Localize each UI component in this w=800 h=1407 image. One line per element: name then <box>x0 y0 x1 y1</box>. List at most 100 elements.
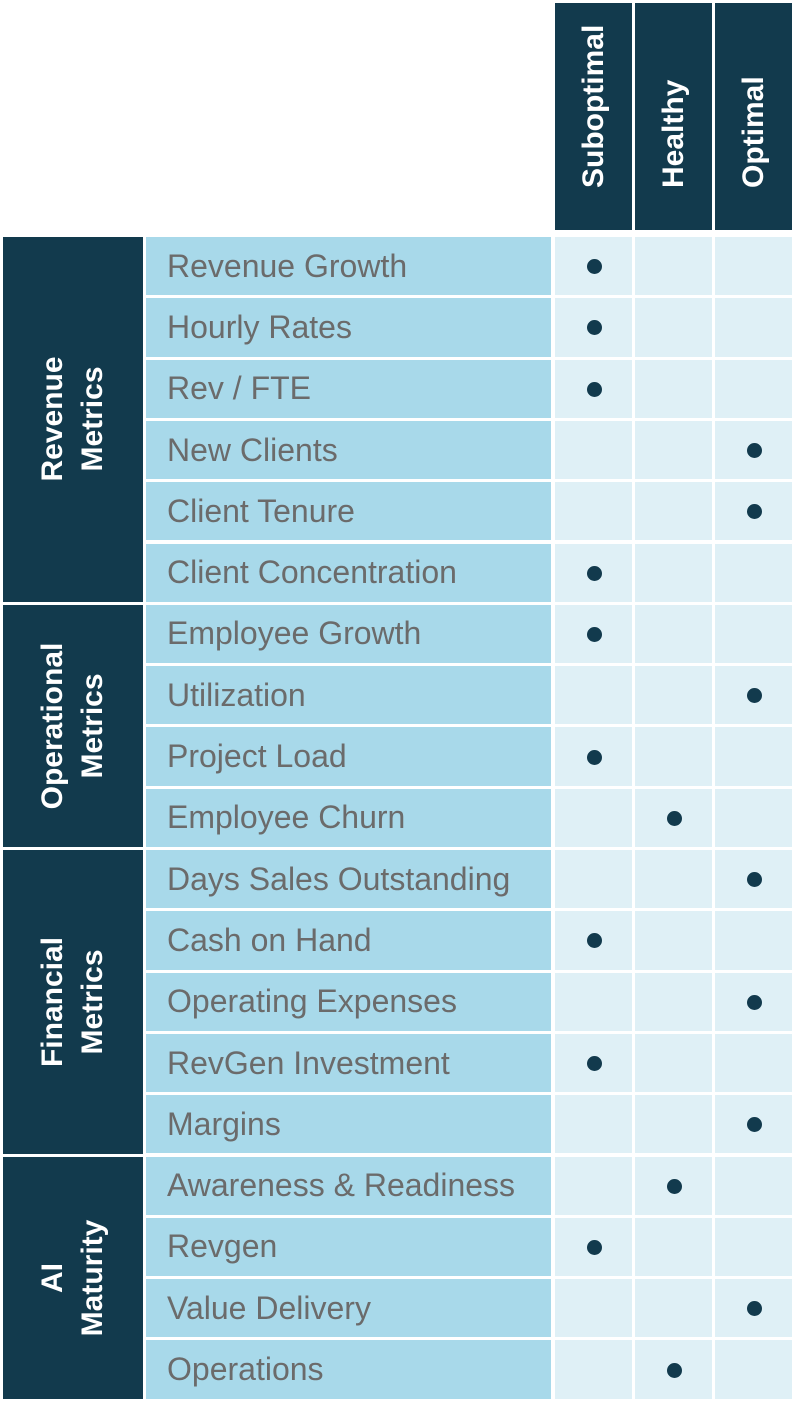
rating-cell-optimal <box>715 1279 792 1338</box>
rating-cell-suboptimal <box>555 298 632 357</box>
column-header-optimal: Optimal <box>715 3 792 230</box>
group-label-cell: Revenue Metrics <box>3 237 143 602</box>
rating-cell-healthy <box>635 543 712 602</box>
metric-name: Operations <box>146 1340 551 1399</box>
rating-cell-suboptimal <box>555 1156 632 1215</box>
rating-dot <box>666 810 682 826</box>
rating-cell-suboptimal <box>555 1340 632 1399</box>
group-label: Financial Metrics <box>36 936 109 1067</box>
metric-name: Days Sales Outstanding <box>146 850 551 909</box>
rating-cell-suboptimal <box>555 543 632 602</box>
rating-cell-healthy <box>635 1033 712 1093</box>
metric-name: Utilization <box>146 666 551 725</box>
rating-dot <box>586 1056 602 1072</box>
group-label-cell: Financial Metrics <box>3 850 143 1154</box>
rating-cell-healthy <box>635 298 712 357</box>
rating-cell-optimal <box>715 237 792 296</box>
rating-cell-optimal <box>715 850 792 909</box>
rating-cell-optimal <box>715 727 792 786</box>
rating-cell-healthy <box>635 666 712 725</box>
metric-name: Revenue Growth <box>146 237 551 296</box>
rating-dot <box>746 1301 762 1317</box>
rating-cell-healthy <box>635 1340 712 1399</box>
rating-cell-optimal <box>715 972 792 1031</box>
rating-dot <box>586 1239 602 1255</box>
rating-cell-healthy <box>635 604 712 664</box>
rating-cell-suboptimal <box>555 850 632 909</box>
rating-dot <box>586 259 602 275</box>
column-header-label: Suboptimal <box>576 24 610 188</box>
rating-cell-suboptimal <box>555 482 632 541</box>
rating-cell-healthy <box>635 1279 712 1338</box>
metric-name: Client Tenure <box>146 482 551 541</box>
rating-cell-optimal <box>715 298 792 357</box>
group-label: Revenue Metrics <box>36 356 109 482</box>
rating-dot <box>586 626 602 642</box>
rating-cell-healthy <box>635 1156 712 1215</box>
metric-name: Employee Growth <box>146 604 551 664</box>
metric-name: Project Load <box>146 727 551 786</box>
rating-cell-healthy <box>635 420 712 480</box>
rating-cell-suboptimal <box>555 237 632 296</box>
rating-dot <box>586 933 602 949</box>
rating-cell-healthy <box>635 972 712 1031</box>
column-header-healthy: Healthy <box>635 3 712 230</box>
rating-cell-healthy <box>635 850 712 909</box>
rating-dot <box>746 872 762 888</box>
rating-cell-healthy <box>635 727 712 786</box>
metric-name: Rev / FTE <box>146 359 551 418</box>
metric-name: Value Delivery <box>146 1279 551 1338</box>
rating-cell-healthy <box>635 482 712 541</box>
metric-name: Operating Expenses <box>146 972 551 1031</box>
group-label: AI Maturity <box>36 1219 109 1336</box>
metric-name: Margins <box>146 1095 551 1154</box>
rating-cell-optimal <box>715 1033 792 1093</box>
rating-cell-suboptimal <box>555 1279 632 1338</box>
rating-dot <box>586 565 602 581</box>
rating-cell-suboptimal <box>555 788 632 847</box>
rating-cell-optimal <box>715 666 792 725</box>
rating-cell-suboptimal <box>555 1033 632 1093</box>
rating-dot <box>746 443 762 459</box>
rating-cell-healthy <box>635 1095 712 1154</box>
metric-name: Cash on Hand <box>146 911 551 970</box>
rating-cell-optimal <box>715 1156 792 1215</box>
rating-cell-optimal <box>715 911 792 970</box>
rating-cell-suboptimal <box>555 359 632 418</box>
rating-cell-suboptimal <box>555 727 632 786</box>
rating-cell-suboptimal <box>555 911 632 970</box>
rating-cell-optimal <box>715 482 792 541</box>
rating-cell-suboptimal <box>555 972 632 1031</box>
rating-cell-healthy <box>635 911 712 970</box>
rating-cell-optimal <box>715 1095 792 1154</box>
column-header-suboptimal: Suboptimal <box>555 3 632 230</box>
rating-dot <box>666 1178 682 1194</box>
rating-dot <box>666 1362 682 1378</box>
rating-cell-healthy <box>635 788 712 847</box>
group-label-cell: AI Maturity <box>3 1156 143 1399</box>
rating-cell-optimal <box>715 543 792 602</box>
rating-cell-healthy <box>635 237 712 296</box>
rating-cell-suboptimal <box>555 666 632 725</box>
rating-dot <box>746 688 762 704</box>
rating-cell-healthy <box>635 359 712 418</box>
rating-cell-optimal <box>715 420 792 480</box>
metric-name: Hourly Rates <box>146 298 551 357</box>
rating-cell-optimal <box>715 359 792 418</box>
rating-cell-optimal <box>715 1340 792 1399</box>
rating-dot <box>586 381 602 397</box>
rating-dot <box>586 320 602 336</box>
metric-name: Client Concentration <box>146 543 551 602</box>
group-label-cell: Operational Metrics <box>3 604 143 847</box>
rating-dot <box>746 504 762 520</box>
metric-name: RevGen Investment <box>146 1033 551 1093</box>
group-label: Operational Metrics <box>36 642 109 810</box>
rating-cell-suboptimal <box>555 604 632 664</box>
rating-cell-optimal <box>715 1217 792 1277</box>
metric-name: New Clients <box>146 420 551 480</box>
metric-name: Revgen <box>146 1217 551 1277</box>
rating-cell-optimal <box>715 604 792 664</box>
rating-cell-optimal <box>715 788 792 847</box>
rating-cell-healthy <box>635 1217 712 1277</box>
